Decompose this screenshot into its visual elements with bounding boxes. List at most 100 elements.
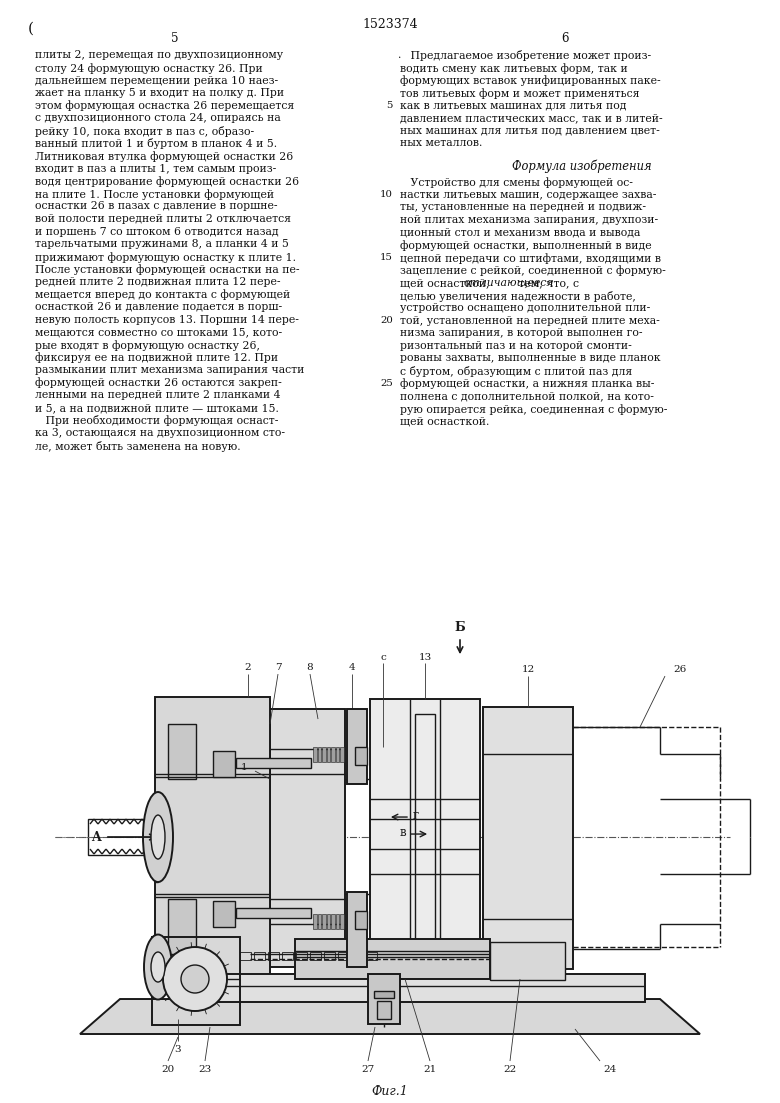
Text: ризонтальный паз и на которой смонти-: ризонтальный паз и на которой смонти- xyxy=(400,341,632,351)
Bar xyxy=(310,952,321,960)
Text: водя центрирование формующей оснастки 26: водя центрирование формующей оснастки 26 xyxy=(35,176,299,188)
Text: устройство оснащено дополнительной пли-: устройство оснащено дополнительной пли- xyxy=(400,303,651,313)
Circle shape xyxy=(163,947,227,1011)
Text: .: . xyxy=(398,51,402,61)
Bar xyxy=(490,942,565,981)
Text: 25: 25 xyxy=(381,378,393,387)
Text: ванный плитой 1 и буртом в планок 4 и 5.: ванный плитой 1 и буртом в планок 4 и 5. xyxy=(35,139,277,150)
Text: 27: 27 xyxy=(361,1064,374,1073)
Text: тарельчатыми пружинами 8, а планки 4 и 5: тарельчатыми пружинами 8, а планки 4 и 5 xyxy=(35,239,289,249)
Bar xyxy=(155,697,270,977)
Text: зацепление с рейкой, соединенной с формую-: зацепление с рейкой, соединенной с форму… xyxy=(400,266,666,276)
Bar xyxy=(296,952,307,960)
Bar xyxy=(168,724,196,779)
Text: жает на планку 5 и входит на полку д. При: жает на планку 5 и входит на полку д. Пр… xyxy=(35,88,284,98)
Text: формующих вставок унифицированных паке-: формующих вставок унифицированных паке- xyxy=(400,75,661,86)
Bar xyxy=(313,747,317,762)
Text: 4: 4 xyxy=(349,663,356,672)
Bar xyxy=(317,914,321,929)
Bar xyxy=(282,952,293,960)
Text: низма запирания, в которой выполнен го-: низма запирания, в которой выполнен го- xyxy=(400,329,643,339)
Bar xyxy=(374,990,394,998)
Polygon shape xyxy=(80,999,700,1034)
Text: цепной передачи со штифтами, входящими в: цепной передачи со штифтами, входящими в xyxy=(400,253,661,264)
Text: 2: 2 xyxy=(245,663,251,672)
Text: (: ( xyxy=(28,22,34,36)
Bar xyxy=(324,952,335,960)
Text: фиксируя ее на подвижной плите 12. При: фиксируя ее на подвижной плите 12. При xyxy=(35,353,278,363)
Text: Фиг.1: Фиг.1 xyxy=(371,1084,409,1097)
Bar xyxy=(254,952,265,960)
Text: Предлагаемое изобретение может произ-: Предлагаемое изобретение может произ- xyxy=(400,51,651,62)
Bar xyxy=(152,938,240,1025)
Bar xyxy=(295,939,490,979)
Bar xyxy=(313,914,317,929)
Bar xyxy=(331,914,335,929)
Text: щей оснасткой,: щей оснасткой, xyxy=(400,278,493,288)
Bar xyxy=(168,899,196,954)
Ellipse shape xyxy=(151,952,165,982)
Text: в: в xyxy=(399,825,406,838)
Text: давлением пластических масс, так и в литей-: давлением пластических масс, так и в лит… xyxy=(400,114,663,124)
Text: ле, может быть заменена на новую.: ле, может быть заменена на новую. xyxy=(35,440,240,451)
Text: рую опирается рейка, соединенная с формую-: рую опирается рейка, соединенная с форму… xyxy=(400,404,668,415)
Bar xyxy=(355,911,367,929)
Text: водить смену как литьевых форм, так и: водить смену как литьевых форм, так и xyxy=(400,63,628,74)
Bar xyxy=(327,747,330,762)
Bar xyxy=(483,707,573,970)
Text: прижимают формующую оснастку к плите 1.: прижимают формующую оснастку к плите 1. xyxy=(35,251,296,263)
Bar xyxy=(317,747,321,762)
Text: формующей оснастки, выполненный в виде: формующей оснастки, выполненный в виде xyxy=(400,240,651,251)
Text: тем, что, с: тем, что, с xyxy=(515,278,579,288)
Ellipse shape xyxy=(143,792,173,882)
Ellipse shape xyxy=(144,934,172,999)
Text: на плите 1. После установки формующей: на плите 1. После установки формующей xyxy=(35,189,274,200)
Text: 23: 23 xyxy=(198,1064,211,1073)
Text: 8: 8 xyxy=(307,663,314,672)
Bar xyxy=(88,820,158,855)
Text: щей оснасткой.: щей оснасткой. xyxy=(400,417,489,427)
Text: Литниковая втулка формующей оснастки 26: Литниковая втулка формующей оснастки 26 xyxy=(35,151,293,162)
Ellipse shape xyxy=(151,815,165,859)
Text: 7: 7 xyxy=(275,663,282,672)
Text: входит в паз а плиты 1, тем самым произ-: входит в паз а плиты 1, тем самым произ- xyxy=(35,163,276,173)
Text: г: г xyxy=(413,808,419,822)
Bar xyxy=(213,901,235,927)
Text: При необходимости формующая оснаст-: При необходимости формующая оснаст- xyxy=(35,416,278,427)
Text: полнена с дополнительной полкой, на кото-: полнена с дополнительной полкой, на кото… xyxy=(400,392,654,401)
Bar xyxy=(270,709,345,967)
Text: 26: 26 xyxy=(673,665,686,674)
Bar xyxy=(335,914,339,929)
Bar xyxy=(347,709,367,784)
Bar xyxy=(340,747,343,762)
Bar xyxy=(322,747,325,762)
Text: оснасткой 26 и давление подается в порш-: оснасткой 26 и давление подается в порш- xyxy=(35,302,282,312)
Text: 6: 6 xyxy=(562,32,569,45)
Text: с двухпозиционного стола 24, опираясь на: с двухпозиционного стола 24, опираясь на xyxy=(35,114,281,124)
Bar xyxy=(335,747,339,762)
Text: ка 3, остающаяся на двухпозиционном сто-: ка 3, остающаяся на двухпозиционном сто- xyxy=(35,428,285,438)
Text: c: c xyxy=(380,653,386,662)
Bar xyxy=(322,914,325,929)
Text: 24: 24 xyxy=(604,1064,617,1073)
Text: ты, установленные на передней и подвиж-: ты, установленные на передней и подвиж- xyxy=(400,203,646,213)
Text: 21: 21 xyxy=(424,1064,437,1073)
Text: столу 24 формующую оснастку 26. При: столу 24 формующую оснастку 26. При xyxy=(35,63,263,74)
Bar xyxy=(366,952,377,960)
Text: как в литьевых машинах для литья под: как в литьевых машинах для литья под xyxy=(400,100,626,110)
Bar xyxy=(370,699,480,977)
Text: этом формующая оснастка 26 перемещается: этом формующая оснастка 26 перемещается xyxy=(35,100,294,111)
Bar xyxy=(213,751,235,777)
Text: мещается вперед до контакта с формующей: мещается вперед до контакта с формующей xyxy=(35,290,290,300)
Text: размыкании плит механизма запирания части: размыкании плит механизма запирания част… xyxy=(35,365,304,375)
Text: 1523374: 1523374 xyxy=(362,18,418,31)
Text: ных машинах для литья под давлением цвет-: ных машинах для литья под давлением цвет… xyxy=(400,126,660,136)
Text: вой полости передней плиты 2 отключается: вой полости передней плиты 2 отключается xyxy=(35,214,291,224)
Text: ленными на передней плите 2 планками 4: ленными на передней плите 2 планками 4 xyxy=(35,390,281,400)
Text: 20: 20 xyxy=(161,1064,175,1073)
Bar xyxy=(355,747,367,765)
Bar xyxy=(236,908,311,918)
Text: формующей оснастки, а нижняя планка вы-: формующей оснастки, а нижняя планка вы- xyxy=(400,378,654,389)
Bar xyxy=(352,952,363,960)
Text: 1: 1 xyxy=(241,762,247,771)
